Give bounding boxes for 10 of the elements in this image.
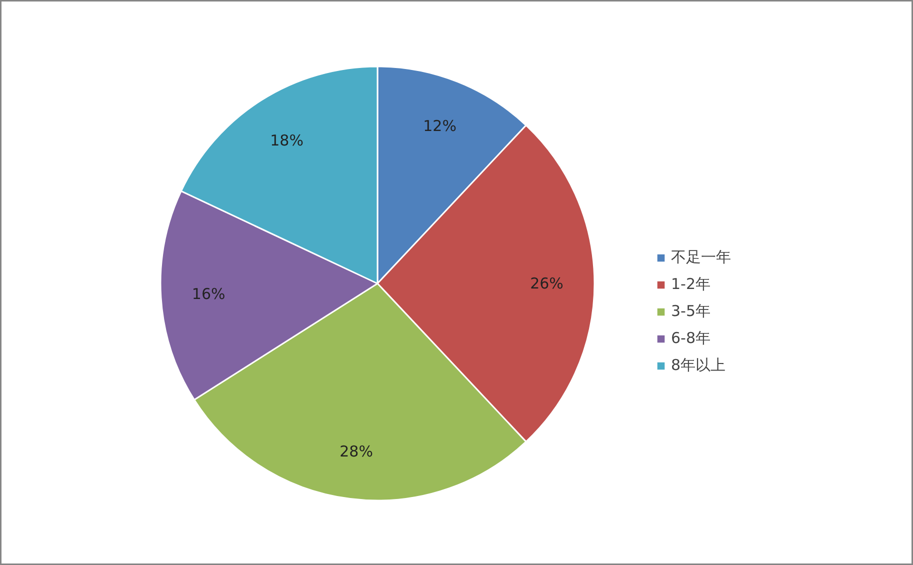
- legend-label: 3-5年: [671, 302, 710, 321]
- data-label: 16%: [192, 285, 226, 304]
- legend-label: 不足一年: [671, 248, 731, 267]
- data-label: 28%: [340, 442, 373, 460]
- data-label: 26%: [530, 274, 564, 292]
- data-label: 12%: [423, 117, 456, 136]
- legend-label: 6-8年: [671, 329, 710, 348]
- legend-label: 8年以上: [671, 356, 726, 375]
- data-label: 18%: [270, 132, 304, 150]
- legend-label: 1-2年: [671, 275, 710, 294]
